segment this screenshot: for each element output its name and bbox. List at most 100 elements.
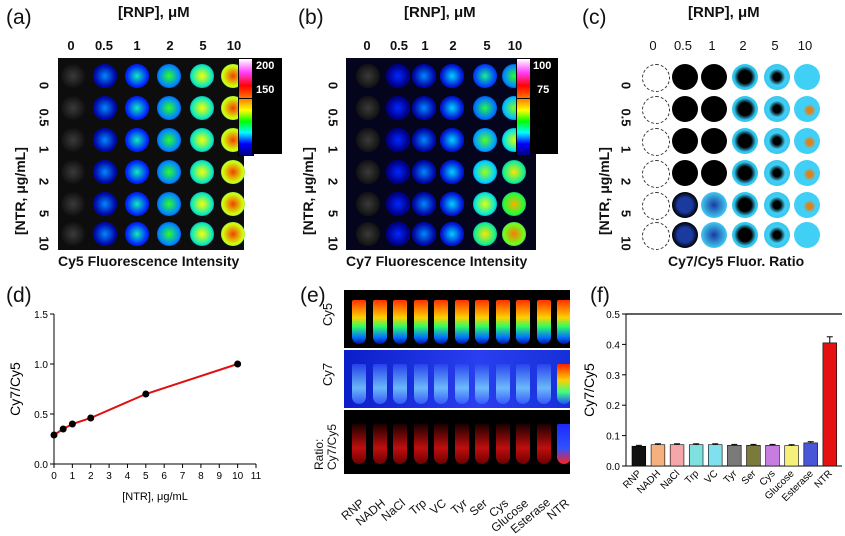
bar <box>803 442 818 467</box>
series-line <box>53 363 238 436</box>
panel-e-tube-labels: RNP NADH NaCl Trp VC Tyr Ser Cys Glucose Esterase… <box>339 476 584 536</box>
panel-a-colorbar-mid: 150 <box>256 84 275 96</box>
well <box>190 192 214 216</box>
panel-a-row-labels: 0 0.5 1 2 5 10 <box>33 60 55 251</box>
tube <box>557 424 570 464</box>
panel-e-cy5-image <box>344 290 570 348</box>
data-point <box>68 420 76 428</box>
panel-b-row-axis: [NTR, μg/mL] <box>300 147 316 235</box>
col-label: 0.5 <box>389 38 409 53</box>
ratio-well <box>672 222 698 248</box>
tube <box>352 300 366 344</box>
panel-b-colorbar-label-bg <box>530 58 558 154</box>
data-point <box>59 425 67 433</box>
tube <box>536 364 551 404</box>
well <box>356 160 380 184</box>
tube <box>413 364 428 404</box>
col-label: 5 <box>199 38 207 53</box>
ratio-well <box>672 160 698 186</box>
well <box>190 64 214 88</box>
x-tick-label: 0 <box>51 471 57 482</box>
tube <box>393 364 407 404</box>
well <box>473 128 497 152</box>
well <box>356 96 380 120</box>
ratio-well <box>672 96 698 122</box>
panel-c-col-header: [RNP], μM <box>688 4 760 21</box>
tube <box>352 364 366 404</box>
ratio-well <box>764 160 790 186</box>
well <box>356 192 380 216</box>
tube <box>557 364 570 404</box>
panel-a-row-axis: [NTR, μg/mL] <box>12 147 28 235</box>
x-tick-label: 6 <box>161 471 167 482</box>
panel-b-col-labels: 0 0.5 1 2 5 10 <box>352 38 532 56</box>
ratio-well <box>794 192 820 218</box>
ratio-well <box>701 192 727 218</box>
bar <box>784 445 799 467</box>
y-axis-label: Cy7/Cy5 <box>581 363 597 417</box>
bar <box>688 444 704 467</box>
panel-c-caption: Cy7/Cy5 Fluor. Ratio <box>668 253 805 269</box>
well <box>412 128 436 152</box>
panel-d-line-chart: 0.0 0.5 1.0 1.5 0 1 2 3 4 5 6 7 8 9 10 11 [NTR], μg/mL Cy… <box>7 310 262 503</box>
col-label: 5 <box>771 38 779 53</box>
tube <box>495 424 510 464</box>
ratio-well <box>732 222 758 248</box>
y-axis-label: Cy7/Cy5 <box>7 362 23 416</box>
x-tick-label: 1 <box>70 471 76 482</box>
well <box>473 96 497 120</box>
well <box>125 128 149 152</box>
well <box>502 160 526 184</box>
ratio-well <box>642 96 670 124</box>
panel-b-caption: Cy7 Fluorescence Intensity <box>346 253 528 269</box>
panel-b-colorbar-max: 100 <box>533 60 552 72</box>
col-label: 10 <box>507 38 523 53</box>
x-tick-label: VC <box>703 468 721 486</box>
data-point <box>234 360 242 368</box>
well <box>412 222 436 246</box>
well <box>356 222 380 246</box>
x-tick-label: 7 <box>180 471 186 482</box>
tube <box>434 364 448 404</box>
ratio-well <box>794 160 820 186</box>
bar <box>765 445 780 467</box>
data-point <box>142 390 150 398</box>
x-tick-label: NaCl <box>659 468 683 492</box>
well <box>125 222 149 246</box>
row-label: 0 <box>618 81 634 90</box>
panel-b-label: (b) <box>298 6 324 29</box>
panel-a-colorbar-max: 200 <box>256 60 275 72</box>
tube <box>495 300 510 344</box>
ratio-well <box>764 222 790 248</box>
tube <box>454 300 469 344</box>
tube <box>536 424 551 464</box>
well <box>473 64 497 88</box>
x-tick-label: Ser <box>740 468 759 487</box>
tube <box>495 364 510 404</box>
bar <box>727 445 742 467</box>
tube <box>557 300 570 344</box>
panel-e-ratio-image <box>344 410 570 474</box>
well <box>502 192 526 216</box>
panel-e-row-label-cy7: Cy7 <box>320 362 335 386</box>
row-label: 1 <box>36 145 52 154</box>
panel-b-well-plate-image <box>346 58 536 250</box>
x-tick-label: 11 <box>251 471 262 482</box>
col-label: 2 <box>166 38 174 53</box>
tube <box>536 300 551 344</box>
col-label: 1 <box>421 38 429 53</box>
well <box>61 128 85 152</box>
row-label: 0.5 <box>325 108 341 127</box>
ratio-well <box>642 128 670 156</box>
panel-d-label: (d) <box>6 284 32 307</box>
tube <box>352 424 366 464</box>
col-label: 1 <box>133 38 141 53</box>
y-tick-label: 1.0 <box>34 360 48 371</box>
tube <box>475 364 489 404</box>
panel-b-row-labels: 0 0.5 1 2 5 10 <box>322 60 344 251</box>
well <box>157 160 181 184</box>
well <box>412 160 436 184</box>
panel-a-well-plate-image <box>58 58 245 250</box>
ratio-well <box>794 96 820 122</box>
y-tick-label: 0.3 <box>606 371 620 382</box>
